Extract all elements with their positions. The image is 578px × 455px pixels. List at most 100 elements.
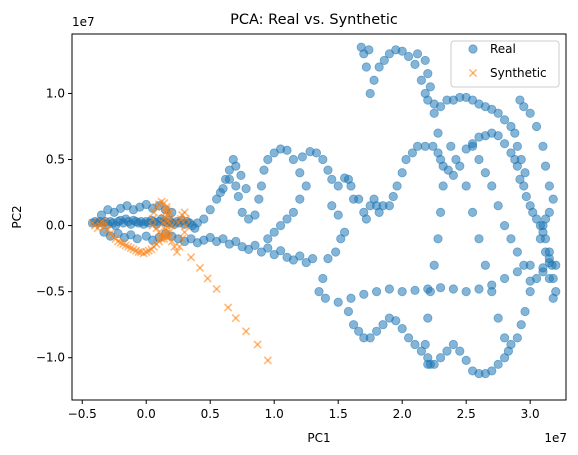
real-point (493, 359, 503, 369)
real-point (412, 141, 423, 151)
real-point (410, 285, 420, 295)
synthetic-point (223, 303, 233, 312)
synthetic-point (172, 247, 182, 257)
real-point (282, 145, 292, 155)
real-point (237, 207, 247, 217)
real-point (493, 201, 503, 211)
legend-box (450, 40, 560, 88)
real-point (364, 45, 374, 55)
real-point (544, 254, 554, 264)
real-point (435, 102, 446, 112)
real-point (361, 214, 371, 224)
real-point (480, 260, 490, 270)
real-point (420, 55, 430, 66)
real-point (487, 287, 497, 297)
real-point (378, 320, 388, 330)
real-point (295, 168, 305, 178)
real-point (519, 102, 529, 112)
x-tick-label: 2.0 (393, 407, 412, 421)
real-point (369, 75, 379, 85)
real-point (535, 234, 546, 244)
real-point (487, 366, 497, 376)
real-point (551, 260, 561, 270)
synthetic-point (241, 327, 251, 336)
y-tick-label: 0.5 (46, 153, 65, 167)
chart-title: PCA: Real vs. Synthetic (230, 12, 398, 28)
synthetic-point (180, 208, 189, 217)
real-point (487, 181, 497, 191)
x-tick-label: 3.0 (521, 407, 540, 421)
real-point (548, 194, 558, 204)
real-point (512, 141, 522, 151)
x-tick-label: −0.5 (68, 407, 97, 421)
real-point (371, 326, 382, 336)
real-point (520, 168, 530, 178)
synthetic-point (159, 198, 169, 208)
real-point (429, 260, 439, 270)
real-point (520, 306, 530, 317)
real-point (512, 333, 522, 343)
real-point (516, 154, 526, 165)
series-synthetic (88, 197, 272, 365)
real-point (231, 181, 241, 191)
synthetic-point (161, 225, 170, 234)
real-point (512, 267, 522, 277)
real-point (276, 220, 286, 231)
real-point (416, 75, 426, 85)
real-point (503, 346, 514, 356)
real-point (455, 346, 465, 356)
synthetic-point (149, 208, 159, 217)
real-point (435, 207, 446, 217)
real-point (320, 293, 330, 303)
real-point (423, 69, 433, 79)
real-point (435, 154, 446, 165)
real-point (548, 293, 558, 303)
real-point (263, 154, 273, 165)
x-axis: −0.5 0.0 0.5 1.0 1.5 2.0 2.5 3.0 (68, 400, 540, 421)
real-point (356, 42, 366, 52)
real-point (410, 59, 420, 69)
synthetic-point (212, 284, 221, 294)
real-point (461, 287, 471, 297)
synthetic-point (177, 234, 187, 243)
real-point (231, 236, 241, 247)
real-point (199, 214, 209, 224)
real-point (531, 121, 542, 132)
real-point (297, 152, 307, 162)
real-point (359, 289, 369, 299)
real-point (480, 168, 490, 178)
real-point (423, 313, 433, 323)
real-point (474, 284, 484, 294)
real-point (323, 165, 333, 175)
synthetic-point (103, 225, 112, 234)
real-point (420, 339, 430, 350)
real-point (448, 339, 458, 350)
synthetic-point (253, 340, 262, 349)
y-axis-label: PC2 (10, 205, 24, 228)
y-tick-label: 1.0 (46, 86, 65, 100)
real-point (392, 181, 402, 191)
real-point (269, 227, 279, 237)
real-point (371, 287, 382, 297)
real-point (384, 201, 394, 211)
real-point (374, 62, 384, 72)
legend-real-symbol (468, 44, 478, 54)
real-point (519, 260, 529, 270)
synthetic-point (101, 218, 110, 228)
real-point (254, 194, 264, 204)
synthetic-point (203, 274, 212, 283)
real-point (474, 154, 484, 165)
real-point (512, 247, 522, 257)
legend-real-marker (468, 44, 478, 54)
real-point (448, 170, 458, 180)
real-point (403, 333, 414, 343)
real-point (218, 234, 228, 244)
synthetic-point (167, 237, 176, 246)
real-point (250, 240, 260, 251)
real-point (388, 191, 398, 202)
real-point (241, 183, 251, 194)
real-point (365, 333, 375, 343)
real-point (397, 168, 407, 178)
legend-synthetic-marker (468, 68, 478, 78)
